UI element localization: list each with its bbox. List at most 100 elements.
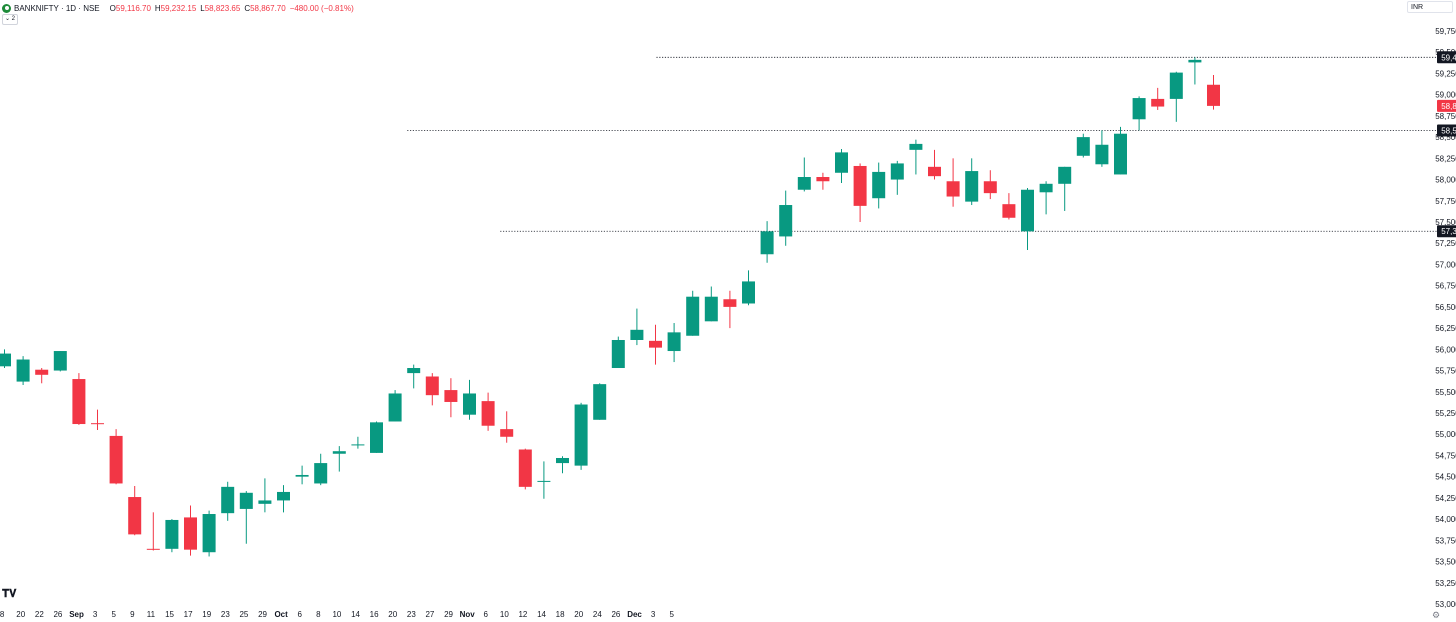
candle-up: [760, 221, 774, 263]
x-tick-label: 24: [593, 610, 602, 619]
x-tick-label: 15: [165, 610, 174, 619]
candle-down: [853, 163, 867, 222]
candle-up: [742, 270, 755, 306]
candle-body: [388, 393, 402, 422]
symbol-title[interactable]: BANKNIFTY · 1D · NSE: [14, 3, 100, 13]
x-tick-label: 3: [651, 610, 656, 619]
candle-up: [1169, 71, 1183, 122]
candle-up: [1132, 96, 1146, 131]
currency-selector[interactable]: INR: [1407, 1, 1453, 13]
last-price-tag-text: 58,867.70: [1441, 102, 1456, 111]
close-label: C: [244, 3, 251, 13]
candle-down: [1151, 87, 1165, 110]
candle-body: [556, 457, 569, 464]
x-tick-label: 29: [444, 610, 453, 619]
candle-up: [537, 461, 551, 499]
x-tick-label: 8: [0, 610, 5, 619]
candle-body: [1151, 98, 1165, 107]
candle-up: [630, 308, 644, 346]
candle-up: [965, 158, 979, 206]
candle-body: [332, 451, 346, 454]
collapse-indicators-button[interactable]: ⌄ 2: [2, 14, 18, 25]
y-tick-label: 56,000.00: [1435, 345, 1456, 354]
x-tick-label: 6: [298, 610, 303, 619]
candle-down: [500, 411, 514, 443]
candle-up: [277, 485, 290, 513]
candle-up: [574, 402, 588, 470]
gear-icon[interactable]: ⚙: [1432, 610, 1441, 620]
candle-body: [667, 332, 681, 352]
x-tick-label: 23: [221, 610, 230, 619]
candle-body: [1095, 144, 1109, 165]
candle-body: [1207, 84, 1220, 106]
level-price-tag-text: 57,391.40: [1441, 227, 1456, 236]
x-tick-label: 29: [258, 610, 267, 619]
level-price-tag-text: 59,440.10: [1441, 53, 1456, 62]
x-tick-label: 10: [332, 610, 341, 619]
nse-logo-icon: [2, 3, 11, 13]
candle-body: [221, 486, 235, 514]
x-tick-label: Oct: [274, 610, 288, 619]
y-tick-label: 57,500.00: [1435, 218, 1456, 227]
candle-body: [686, 296, 700, 336]
last-price-tag-bg: [1437, 99, 1456, 112]
candle-body: [742, 281, 755, 304]
y-tick-label: 56,500.00: [1435, 303, 1456, 312]
candle-up: [0, 349, 11, 369]
candle-body: [890, 163, 904, 180]
x-tick-label: 11: [147, 610, 156, 619]
candle-up: [295, 465, 309, 485]
candle-body: [1039, 183, 1053, 193]
candle-body: [1169, 72, 1183, 99]
candle-up: [370, 421, 383, 453]
candle-body: [1002, 204, 1016, 218]
y-tick-label: 53,500.00: [1435, 558, 1456, 567]
candle-body: [1132, 98, 1146, 120]
change-value: −480.00 (−0.81%): [289, 3, 354, 13]
candle-body: [16, 359, 30, 382]
tradingview-logo-icon[interactable]: 𝐓𝐕: [2, 588, 17, 600]
y-tick-label: 54,500.00: [1435, 473, 1456, 482]
candle-body: [184, 517, 197, 550]
x-tick-label: 19: [202, 610, 211, 619]
candle-down: [184, 505, 197, 556]
x-tick-label: 9: [130, 610, 135, 619]
candle-body: [295, 474, 309, 477]
candle-body: [983, 181, 997, 194]
x-tick-label: Sep: [69, 610, 84, 619]
candle-body: [314, 463, 328, 484]
candle-up: [388, 390, 402, 422]
candle-body: [1058, 166, 1072, 184]
y-tick-label: 54,250.00: [1435, 494, 1456, 503]
low-value: 58,823.65: [204, 3, 241, 13]
candle-body: [72, 379, 86, 425]
y-tick-label: 57,250.00: [1435, 239, 1456, 248]
x-tick-label: 14: [537, 610, 546, 619]
candle-up: [463, 379, 476, 420]
candle-down: [109, 429, 123, 485]
x-tick-label: 3: [93, 610, 98, 619]
candle-body: [816, 177, 830, 182]
level-price-tag-text: 58,577.50: [1441, 127, 1456, 136]
y-tick-label: 55,250.00: [1435, 409, 1456, 418]
candle-body: [760, 231, 774, 255]
candle-body: [165, 519, 179, 549]
open-value: 59,116.70: [115, 3, 151, 13]
candle-up: [611, 336, 625, 369]
candle-body: [109, 435, 123, 484]
y-tick-label: 53,250.00: [1435, 579, 1456, 588]
candle-body: [463, 393, 476, 415]
candle-up: [835, 148, 848, 183]
candle-up: [53, 351, 67, 372]
x-tick-label: 12: [518, 610, 527, 619]
candle-down: [146, 512, 160, 551]
y-tick-label: 59,750.00: [1435, 27, 1456, 36]
x-tick-label: 10: [500, 610, 509, 619]
candle-down: [1207, 74, 1220, 110]
x-tick-label: 23: [407, 610, 416, 619]
y-tick-label: 54,000.00: [1435, 515, 1456, 524]
x-tick-label: Dec: [627, 610, 642, 619]
candle-body: [946, 181, 960, 197]
